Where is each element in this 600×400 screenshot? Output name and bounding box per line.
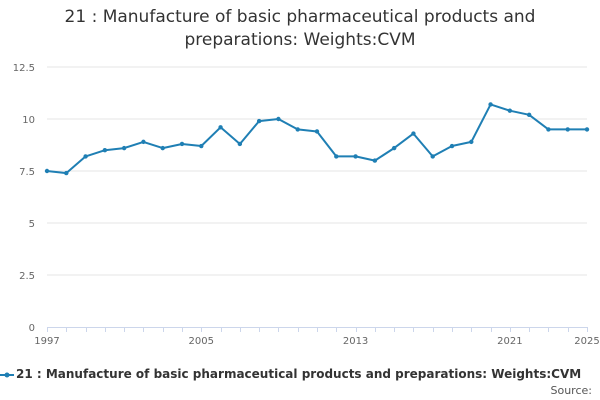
data-point [64, 170, 69, 176]
y-tick-label: 2.5 [19, 271, 35, 282]
data-point [141, 139, 146, 145]
y-tick-label: 10 [22, 115, 35, 126]
data-point [160, 145, 165, 151]
data-point [430, 154, 435, 159]
data-point [584, 127, 590, 132]
y-tick-label: 5 [29, 219, 35, 230]
data-point [83, 154, 88, 159]
x-tick-label: 2025 [574, 336, 599, 347]
x-axis [47, 327, 588, 332]
data-point [199, 143, 204, 149]
x-axis-ticks: 1997 2005 2013 2021 2025 [34, 336, 599, 347]
data-point [237, 141, 243, 147]
y-tick-label: 7.5 [19, 167, 35, 178]
data-point [469, 139, 474, 145]
data-point [353, 154, 358, 159]
data-point [507, 108, 513, 113]
data-point [546, 127, 551, 132]
grid-lines [47, 66, 587, 276]
series-line [46, 103, 587, 175]
series-layer [44, 102, 590, 176]
data-point [526, 112, 532, 118]
x-tick-label: 2005 [189, 336, 214, 347]
x-tick-label: 1997 [34, 336, 59, 347]
source-label: Source: [550, 384, 593, 397]
data-point [256, 118, 262, 124]
data-point [565, 127, 570, 132]
data-point [102, 148, 108, 153]
legend-label: 21 : Manufacture of basic pharmaceutical… [16, 367, 582, 381]
y-tick-label: 0 [29, 323, 35, 334]
y-axis: 0 2.5 5 7.5 10 12.5 [13, 63, 35, 334]
data-point [44, 168, 50, 174]
chart-title: 21 : Manufacture of basic pharmaceutical… [0, 6, 600, 52]
data-point [391, 145, 397, 151]
legend-marker-icon [0, 372, 14, 378]
data-point [121, 145, 127, 151]
x-tick-label: 2013 [343, 336, 368, 347]
legend[interactable]: 21 : Manufacture of basic pharmaceutical… [0, 366, 600, 384]
data-point [276, 116, 281, 122]
data-point [449, 143, 455, 149]
data-point [295, 127, 300, 132]
y-tick-label: 12.5 [13, 63, 35, 74]
chart-title-line-2: preparations: Weights:CVM [184, 30, 416, 50]
data-point [314, 129, 320, 134]
data-point [411, 131, 416, 136]
data-point [179, 141, 185, 147]
chart-title-line-1: 21 : Manufacture of basic pharmaceutical… [64, 7, 536, 27]
data-point [334, 154, 339, 159]
data-point [488, 102, 493, 107]
data-point [218, 125, 223, 130]
x-tick-label: 2021 [497, 336, 522, 347]
data-point [372, 158, 378, 163]
